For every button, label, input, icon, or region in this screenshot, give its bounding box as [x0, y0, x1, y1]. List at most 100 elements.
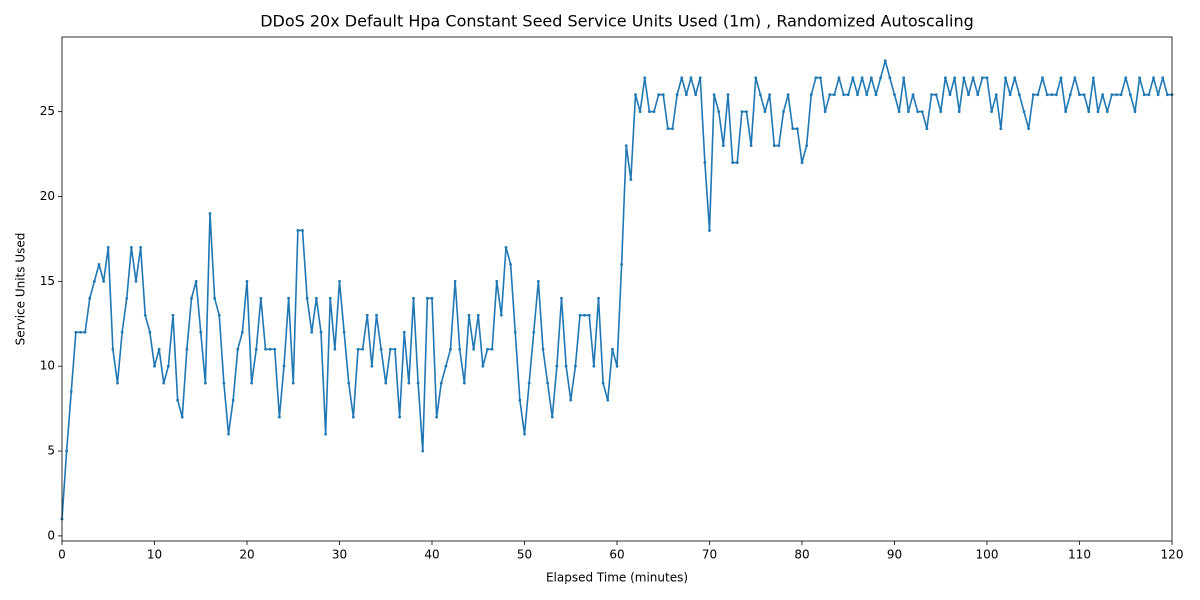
data-point [388, 347, 392, 351]
data-point [1133, 110, 1137, 114]
data-point [906, 110, 910, 114]
data-point [1068, 93, 1072, 97]
data-point [828, 93, 832, 97]
data-point [592, 364, 596, 368]
x-tick-label: 70 [702, 548, 717, 562]
data-point [745, 110, 748, 114]
x-tick-label: 10 [147, 548, 162, 562]
data-point [1073, 76, 1077, 80]
data-point [1091, 76, 1095, 80]
x-tick-label: 110 [1068, 548, 1091, 562]
data-point [88, 296, 92, 300]
data-point [435, 415, 439, 419]
data-point [948, 93, 952, 97]
data-point [486, 347, 489, 351]
data-point [227, 432, 230, 436]
data-point [675, 93, 679, 97]
data-point [245, 279, 249, 283]
data-point [328, 296, 332, 300]
data-point [282, 364, 286, 368]
data-point [994, 93, 998, 97]
data-point [476, 313, 480, 317]
data-point [111, 347, 115, 351]
data-point [79, 330, 82, 334]
data-point [213, 296, 217, 300]
data-point [296, 229, 300, 232]
data-point [301, 229, 304, 232]
data-point [842, 93, 846, 97]
data-point [583, 313, 587, 317]
data-point [990, 110, 994, 114]
data-point [740, 110, 744, 114]
data-point [920, 110, 924, 114]
data-point [1045, 93, 1049, 97]
x-tick-label: 80 [794, 548, 809, 562]
data-point [615, 364, 619, 368]
data-point [1082, 93, 1086, 97]
data-point [1147, 93, 1151, 97]
data-point [717, 110, 721, 114]
data-point [1165, 93, 1169, 97]
data-point [925, 127, 929, 131]
data-point [860, 76, 864, 80]
data-point [139, 246, 143, 249]
data-point [148, 330, 152, 334]
data-point [143, 313, 147, 317]
data-point [1008, 93, 1012, 97]
data-point [125, 296, 129, 300]
data-point [217, 313, 221, 317]
data-point [1119, 93, 1123, 97]
data-point [254, 347, 258, 351]
y-tick-label: 25 [40, 104, 55, 118]
data-point [129, 246, 133, 249]
data-point [712, 93, 716, 97]
data-point [874, 93, 878, 97]
data-point [222, 381, 226, 385]
data-point [694, 93, 698, 97]
y-tick-label: 20 [40, 189, 55, 203]
data-point [199, 330, 203, 334]
data-point [190, 296, 193, 300]
data-point [786, 93, 790, 97]
data-point [208, 212, 212, 215]
data-point [758, 93, 762, 97]
data-point [634, 93, 637, 97]
data-point [962, 76, 966, 80]
data-point [1059, 76, 1063, 80]
chart-title: DDoS 20x Default Hpa Constant Seed Servi… [260, 12, 974, 31]
data-point [277, 415, 281, 419]
data-point [416, 381, 420, 385]
data-point [560, 296, 563, 300]
plot-frame [61, 36, 1173, 542]
data-point [1105, 110, 1109, 114]
data-point [754, 76, 758, 80]
x-tick-label: 120 [1161, 548, 1184, 562]
data-point [869, 76, 873, 80]
data-point [680, 76, 684, 80]
data-point [264, 347, 267, 351]
data-point [333, 347, 337, 351]
x-tick-label: 60 [609, 548, 624, 562]
data-point [384, 381, 388, 385]
y-axis-label: Service Units Used [14, 233, 28, 346]
data-point [231, 398, 235, 402]
data-point [83, 330, 87, 334]
data-point [777, 144, 781, 148]
x-tick-label: 0 [58, 548, 66, 562]
data-point [823, 110, 827, 114]
data-point [467, 313, 471, 317]
data-point [74, 330, 78, 334]
data-point [1128, 93, 1132, 97]
data-point [1050, 93, 1054, 97]
data-point [953, 76, 957, 80]
data-point [666, 127, 670, 131]
data-point [342, 330, 346, 334]
data-point [578, 313, 582, 317]
data-point [356, 347, 360, 351]
data-point [250, 381, 254, 385]
y-tick-label: 0 [47, 528, 55, 542]
data-point [930, 93, 933, 97]
data-point [597, 296, 600, 300]
data-point [97, 262, 101, 266]
data-point [375, 313, 378, 317]
